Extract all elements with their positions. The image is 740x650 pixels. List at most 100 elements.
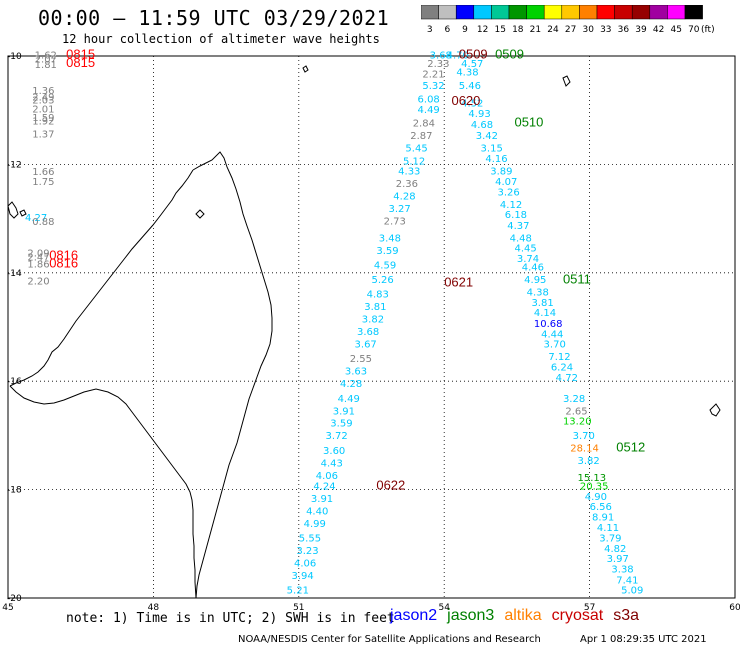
wave-height-value: 4.14 (534, 308, 556, 319)
wave-height-value: 6.18 (505, 210, 527, 221)
lon-tick-label: 54 (438, 603, 450, 613)
legend-label: 30 (582, 25, 594, 35)
altimeter-labels: 1.622.071.81 1.362.492.032.011.591.92 1.37… (25, 51, 643, 597)
wave-height-value: 4.49 (418, 105, 440, 116)
wave-height-value: 5.12 (403, 156, 425, 167)
wave-height-value: 5.26 (372, 275, 394, 286)
legend-label: 18 (512, 25, 524, 35)
wave-height-value: 3.42 (476, 131, 498, 142)
wave-height-value: 2.33 (427, 59, 449, 70)
wave-height-value: 3.59 (330, 419, 352, 430)
wave-height-value: 2.65 (565, 406, 587, 417)
madagascar-southwest-coast (9, 385, 197, 599)
wave-height-value: 3.72 (325, 431, 347, 442)
wave-height-value: 2.07 (35, 55, 57, 66)
wave-height-value: 4.33 (398, 167, 420, 178)
wave-height-value: 4.43 (321, 458, 343, 469)
wave-height-value: 3.74 (517, 254, 539, 265)
wave-height-value: 3.26 (498, 187, 520, 198)
legend-label: 24 (547, 25, 559, 35)
madagascar-coastline (7, 65, 721, 599)
wave-height-value: 0.88 (32, 217, 54, 228)
wave-height-value: 2.36 (396, 179, 418, 190)
wave-height-value: 3.67 (355, 340, 377, 351)
legend-label: 3 (427, 25, 433, 35)
pass-time-label: 0621 (444, 274, 473, 289)
wave-height-value: 4.83 (367, 290, 389, 301)
wave-height-value: 4.82 (604, 544, 626, 555)
wave-height-value: 7.41 (616, 575, 638, 586)
wave-height-value: 4.27 (25, 213, 47, 224)
wave-height-value: 6.08 (418, 95, 440, 106)
lat-tick-label: -10 (7, 52, 22, 62)
wave-height-value: 4.49 (338, 394, 360, 405)
wave-height-value: 3.23 (296, 546, 318, 557)
satellite-legend: jason2 jason3 altika cryosat s3a (390, 607, 649, 625)
wave-height-value: 2.84 (413, 118, 435, 129)
wave-height-value: 4.11 (597, 523, 619, 534)
legend-label: 42 (653, 25, 664, 35)
lat-tick-label: -12 (7, 160, 22, 170)
wave-height-value: 3.81 (364, 302, 386, 313)
pass-time-label: 0815 (66, 47, 95, 62)
map-title: 00:00 – 11:59 UTC 03/29/2021 (38, 6, 390, 30)
legend-label: 45 (670, 25, 681, 35)
wave-height-value: 4.06 (316, 471, 338, 482)
wave-height-value: 3.68 (357, 327, 379, 338)
lon-tick-label: 45 (2, 603, 13, 613)
generated-timestamp: Apr 1 08:29:35 UTC 2021 (580, 634, 707, 645)
pass-time-label: 0816 (49, 247, 78, 262)
wave-height-value: 4.38 (527, 288, 549, 299)
wave-height-value: 3.59 (376, 246, 398, 257)
wave-height-value: 5.55 (299, 534, 321, 545)
wave-height-value: 13.20 (563, 417, 592, 428)
wave-height-value: 2.09 (27, 249, 49, 260)
wave-height-value: 4.12 (500, 200, 522, 211)
wave-height-value: 4.28 (393, 192, 415, 203)
wave-height-value: 3.81 (531, 298, 553, 309)
wave-height-value: 3.68 (430, 51, 452, 62)
wave-height-value: 2.47 (27, 252, 49, 263)
lat-tick-label: -18 (7, 486, 22, 496)
legend-label: 12 (477, 25, 488, 35)
wave-height-value: 4.06 (294, 559, 316, 570)
wave-height-value: 7.12 (548, 352, 570, 363)
legend-label: 9 (462, 25, 468, 35)
lon-tick-label: 60 (729, 603, 740, 613)
satellite-s3a: s3a (613, 607, 640, 624)
wave-height-value: 4.24 (313, 482, 335, 493)
wave-height-value: 6.24 (551, 362, 573, 373)
wave-height-value: 3.28 (563, 394, 585, 405)
wave-height-value: 2.73 (384, 217, 406, 228)
wave-height-value: 5.46 (459, 81, 481, 92)
wave-height-value: 1.92 (32, 116, 54, 127)
wave-height-value: 3.91 (333, 406, 355, 417)
wave-height-value: 1.59 (32, 113, 54, 124)
wave-height-value: 5.45 (405, 143, 427, 154)
wave-height-value: 2.87 (410, 131, 432, 142)
wave-height-value: 3.79 (599, 534, 621, 545)
satellite-jason2: jason2 (390, 607, 438, 624)
pass-time-label: 0622 (376, 478, 405, 493)
wave-height-value: 4.93 (468, 109, 490, 120)
wave-height-value: 4.70 (447, 51, 469, 62)
wave-height-value: 4.45 (514, 244, 536, 255)
map-subtitle: 12 hour collection of altimeter wave hei… (62, 32, 380, 46)
pass-time-label: 0815 (66, 55, 95, 70)
wave-height-value: 4.48 (510, 233, 532, 244)
wave-height-value: 15.13 (577, 473, 606, 484)
wave-height-value: 1.62 (35, 51, 57, 62)
wave-height-value: 3.91 (311, 494, 333, 505)
legend-label: 15 (494, 25, 505, 35)
wave-height-value: 4.37 (507, 221, 529, 232)
wave-height-value: 4.44 (541, 329, 563, 340)
wave-height-value: 2.01 (32, 104, 54, 115)
madagascar-west-coast (9, 169, 194, 387)
lat-tick-label: -14 (7, 269, 22, 279)
mauritius-island (709, 403, 721, 417)
legend-label: 70 (688, 25, 700, 35)
wave-height-value: 4.72 (556, 373, 578, 384)
wave-height-value: 3.82 (577, 456, 599, 467)
wave-height-value: 3.38 (611, 565, 633, 576)
